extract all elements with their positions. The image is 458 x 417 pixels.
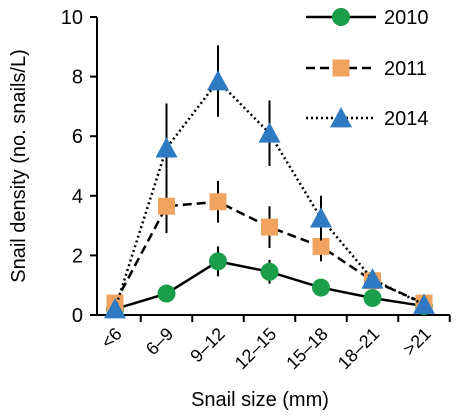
legend: 2010 2011 2014	[306, 7, 429, 130]
data-point-2011	[312, 237, 330, 255]
data-point-2011	[261, 218, 278, 236]
legend-label-2014: 2014	[384, 108, 429, 130]
x-tick-label: 9–12	[186, 324, 228, 366]
plot-area	[104, 45, 435, 319]
data-point-2011	[158, 197, 175, 215]
series-2010	[106, 246, 433, 319]
y-tick-labels: 0 2 4 6 8 10	[61, 7, 83, 327]
data-point-2010	[157, 284, 176, 303]
legend-marker-2011	[332, 59, 350, 77]
data-point-2014	[155, 137, 178, 158]
chart-axes	[90, 16, 451, 322]
data-point-2014	[361, 268, 384, 289]
y-tick-label: 6	[72, 126, 83, 148]
x-tick-label: 15–18	[282, 324, 332, 374]
data-point-2014	[413, 293, 435, 314]
series-2011	[106, 179, 433, 312]
x-tick-label: 6–9	[142, 324, 177, 359]
y-tick-label: 2	[72, 245, 83, 267]
data-point-2014	[310, 207, 332, 228]
y-tick-label: 10	[61, 7, 83, 29]
y-tick-label: 4	[72, 186, 83, 208]
data-point-2010	[260, 262, 279, 281]
data-point-2010	[209, 252, 227, 271]
x-tick-label: >21	[399, 324, 435, 360]
legend-label-2011: 2011	[384, 58, 427, 80]
x-tick-labels: <6 6–9 9–12 12–15 15–18 18–21 >21	[97, 324, 435, 374]
legend-marker-2010	[332, 8, 350, 26]
data-point-2014	[258, 122, 281, 143]
x-tick-label: <6	[97, 324, 126, 353]
y-tick-label: 0	[72, 305, 83, 327]
series-2014	[104, 45, 435, 319]
data-point-2014	[207, 70, 229, 91]
y-tick-label: 8	[72, 67, 83, 89]
data-point-2011	[209, 193, 227, 211]
data-point-2010	[363, 289, 382, 308]
x-axis-label: Snail size (mm)	[191, 389, 329, 411]
data-point-2010	[312, 278, 330, 297]
x-tick-label: 12–15	[231, 324, 281, 374]
x-tick-label: 18–21	[334, 324, 384, 374]
legend-label-2010: 2010	[384, 7, 429, 29]
y-axis-label: Snail density (no. snails/L)	[8, 49, 30, 282]
legend-marker-2014	[330, 107, 352, 128]
data-point-2014	[104, 298, 126, 319]
